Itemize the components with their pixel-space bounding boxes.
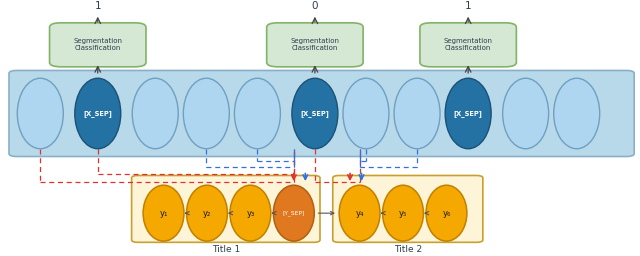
Ellipse shape — [426, 185, 467, 241]
Ellipse shape — [230, 185, 271, 241]
Ellipse shape — [339, 185, 380, 241]
Ellipse shape — [75, 78, 121, 149]
Text: y₁: y₁ — [159, 209, 168, 218]
Text: 1: 1 — [95, 1, 101, 11]
Ellipse shape — [273, 185, 314, 241]
Ellipse shape — [17, 78, 63, 149]
Ellipse shape — [132, 78, 178, 149]
Text: y₃: y₃ — [246, 209, 255, 218]
Ellipse shape — [394, 78, 440, 149]
FancyBboxPatch shape — [420, 23, 516, 67]
FancyBboxPatch shape — [333, 175, 483, 242]
Text: Segmentation
Classification: Segmentation Classification — [73, 38, 122, 51]
Text: 1: 1 — [465, 1, 472, 11]
Text: y₂: y₂ — [203, 209, 211, 218]
FancyBboxPatch shape — [49, 23, 146, 67]
FancyBboxPatch shape — [9, 70, 634, 156]
Ellipse shape — [502, 78, 548, 149]
Ellipse shape — [143, 185, 184, 241]
Text: Segmentation
Classification: Segmentation Classification — [291, 38, 339, 51]
Text: Segmentation
Classification: Segmentation Classification — [444, 38, 493, 51]
Text: [Y_SEP]: [Y_SEP] — [283, 210, 305, 216]
Ellipse shape — [343, 78, 389, 149]
Ellipse shape — [554, 78, 600, 149]
Ellipse shape — [292, 78, 338, 149]
FancyBboxPatch shape — [267, 23, 363, 67]
Text: y₆: y₆ — [442, 209, 451, 218]
Ellipse shape — [234, 78, 280, 149]
Text: y₄: y₄ — [355, 209, 364, 218]
Ellipse shape — [445, 78, 491, 149]
Ellipse shape — [383, 185, 424, 241]
Text: 0: 0 — [312, 1, 318, 11]
Text: y₅: y₅ — [399, 209, 407, 218]
Text: [X_SEP]: [X_SEP] — [83, 110, 112, 117]
FancyBboxPatch shape — [132, 175, 320, 242]
Text: Title 2: Title 2 — [394, 245, 422, 254]
Text: Title 1: Title 1 — [212, 245, 240, 254]
Ellipse shape — [186, 185, 227, 241]
Ellipse shape — [183, 78, 229, 149]
Text: [X_SEP]: [X_SEP] — [300, 110, 330, 117]
Text: [X_SEP]: [X_SEP] — [454, 110, 483, 117]
